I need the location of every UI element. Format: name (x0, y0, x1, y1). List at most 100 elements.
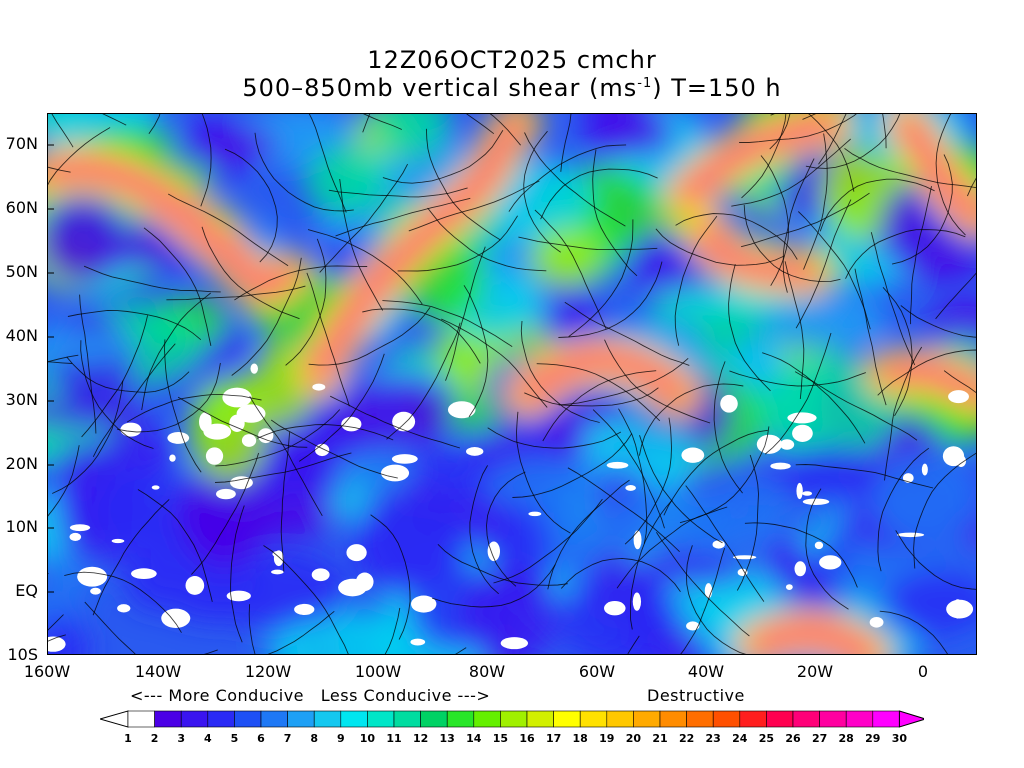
low-shear-patch (487, 541, 501, 562)
low-shear-patch (380, 464, 410, 482)
colorbar-level-label: 18 (572, 732, 588, 745)
streamline (656, 531, 750, 637)
streamline (819, 178, 935, 232)
streamline (267, 610, 335, 654)
streamline (48, 127, 111, 186)
streamline (935, 272, 976, 320)
streamline (51, 114, 74, 148)
low-shear-patch (500, 637, 529, 650)
colorbar-level-label: 23 (705, 732, 721, 745)
low-shear-patch (814, 541, 824, 550)
streamline (567, 467, 680, 553)
colorbar-level-label: 4 (203, 732, 212, 745)
streamline (534, 209, 607, 329)
streamline (870, 232, 916, 366)
streamline (729, 370, 866, 387)
streamline (760, 155, 789, 286)
streamline (48, 445, 80, 517)
colorbar-swatch (739, 710, 767, 728)
streamline (489, 114, 521, 146)
low-shear-patch (948, 390, 969, 404)
low-shear-patch (271, 569, 284, 575)
colorbar-swatch (712, 710, 741, 728)
colorbar-swatch (207, 710, 235, 728)
low-shear-patch (131, 568, 157, 580)
streamline (728, 264, 771, 392)
low-shear-patch (633, 530, 642, 550)
streamline (308, 307, 431, 366)
low-shear-patch (151, 485, 160, 490)
colorbar-swatch (659, 710, 687, 728)
streamline (592, 149, 638, 277)
streamline (308, 114, 347, 213)
colorbar-level-label: 14 (466, 732, 482, 745)
low-shear-patch (169, 454, 176, 462)
streamline (638, 383, 744, 456)
lat-label: 60N (5, 198, 38, 217)
low-shear-patch (869, 616, 884, 628)
colorbar-swatch (845, 710, 874, 728)
streamline (762, 352, 866, 444)
colorbar-level-label: 9 (336, 732, 345, 745)
streamlines (48, 114, 976, 654)
streamline (166, 285, 306, 301)
colorbar-swatch (420, 710, 448, 728)
low-shear-patch (942, 446, 965, 467)
colorbar-level-label: 15 (492, 732, 509, 745)
streamline (744, 522, 858, 588)
streamline (408, 180, 540, 232)
streamline (731, 138, 851, 207)
streamline (141, 292, 211, 411)
low-shear-patch (712, 540, 725, 549)
lat-label: 30N (5, 390, 38, 409)
streamline (79, 294, 97, 434)
title-tail: ) T=150 h (652, 74, 782, 102)
streamline (66, 356, 190, 393)
colorbar-swatch (127, 710, 155, 728)
low-shear-patch (410, 638, 426, 646)
colorbar-swatch (340, 710, 368, 728)
streamline (592, 409, 665, 529)
streamline (782, 158, 815, 293)
streamline (466, 114, 495, 135)
streamline (508, 144, 627, 212)
colorbar-level-label: 10 (359, 732, 376, 745)
streamline (224, 148, 278, 263)
low-shear-patch (185, 576, 205, 595)
streamline (298, 353, 385, 462)
streamline (397, 215, 518, 272)
streamline (564, 301, 690, 366)
low-shear-patch (294, 603, 315, 615)
low-shear-patch (90, 587, 101, 595)
streamline (263, 545, 349, 654)
low-shear-patch (315, 443, 330, 457)
lon-label: 0 (917, 662, 929, 681)
streamline (67, 309, 202, 341)
low-shear-patch (346, 544, 367, 562)
low-shear-patch (392, 411, 416, 432)
streamline (764, 332, 832, 455)
streamline (663, 429, 768, 516)
colorbar-swatch (473, 710, 501, 728)
colorbar-swatch (819, 710, 847, 728)
low-shear-patch (117, 604, 131, 613)
streamline (425, 128, 501, 241)
low-shear-patch (785, 584, 793, 590)
colorbar-swatch (606, 710, 634, 728)
streamline (674, 215, 718, 346)
low-shear-patch (720, 394, 738, 413)
colorbar-level-label: 7 (283, 732, 292, 745)
colorbar-level-label: 19 (599, 732, 615, 745)
streamline (913, 452, 976, 569)
title-superscript: -1 (637, 76, 653, 91)
streamline (805, 114, 901, 169)
low-shear-patch (787, 412, 817, 424)
streamline (845, 229, 966, 279)
colorbar-level-label: 21 (652, 732, 668, 745)
streamline (639, 435, 723, 544)
lon-label: 100W (354, 662, 402, 681)
colorbar-swatch (234, 710, 262, 728)
low-shear-patch (770, 462, 791, 470)
colorbar-swatch (154, 710, 182, 728)
streamline (191, 452, 260, 575)
